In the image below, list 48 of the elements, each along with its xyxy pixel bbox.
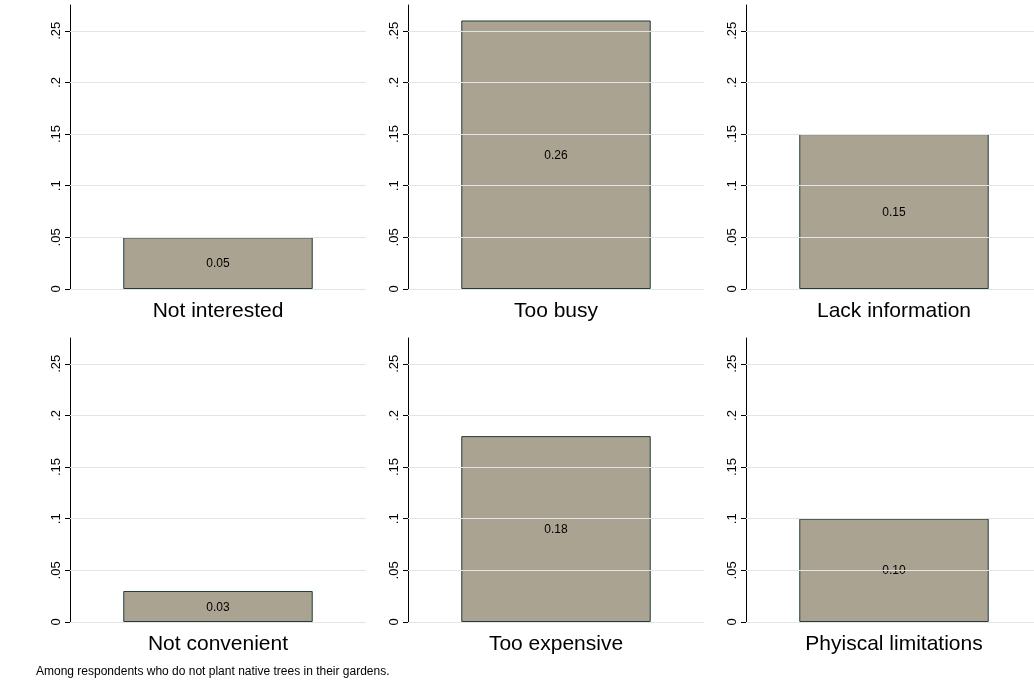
data-label: 0.26 (544, 147, 568, 162)
y-tick-label: 0 (386, 618, 401, 626)
y-tick-label: .15 (386, 458, 401, 477)
y-tick-label: .15 (48, 458, 63, 477)
y-tick-label: .1 (48, 180, 63, 192)
y-tick-label: .25 (48, 21, 63, 40)
y-tick-label: .2 (48, 410, 63, 421)
y-tick-label: .25 (386, 354, 401, 373)
y-tick-label: .1 (386, 513, 401, 525)
y-tick-label: .15 (724, 125, 739, 144)
y-tick-label: .05 (724, 561, 739, 580)
x-tick-label: Not interested (152, 298, 284, 321)
data-label: 0.15 (882, 204, 906, 219)
y-tick-label: .2 (724, 77, 739, 88)
y-tick-label: .25 (724, 354, 739, 373)
y-tick-label: .2 (386, 77, 401, 88)
x-tick-label: Lack information (816, 298, 972, 321)
y-tick-label: .05 (48, 228, 63, 247)
y-tick-label: .05 (386, 228, 401, 247)
x-tick-label: Too expensive (488, 631, 624, 654)
y-tick-label: .1 (724, 180, 739, 192)
y-tick-label: 0 (386, 285, 401, 293)
y-tick-label: .25 (386, 21, 401, 40)
data-label: 0.05 (206, 256, 230, 271)
y-tick-label: .05 (386, 561, 401, 580)
data-label: 0.18 (544, 522, 568, 537)
y-tick-label: .2 (724, 410, 739, 421)
data-label: 0.03 (206, 599, 230, 614)
y-tick-label: .15 (48, 125, 63, 144)
y-tick-label: 0 (48, 618, 63, 626)
y-tick-label: .05 (48, 561, 63, 580)
y-tick-label: .25 (48, 354, 63, 373)
y-tick-label: .15 (386, 125, 401, 144)
y-tick-label: 0 (48, 285, 63, 293)
y-tick-label: .25 (724, 21, 739, 40)
y-tick-label: .2 (386, 410, 401, 421)
text: Among respondents who do not plant native trees in their gardens. (36, 664, 390, 678)
y-tick-label: .1 (48, 513, 63, 525)
y-tick-label: 0 (724, 618, 739, 626)
y-tick-label: .15 (724, 458, 739, 477)
y-tick-label: .05 (724, 228, 739, 247)
x-tick-label: Phyiscal limitations (805, 631, 983, 654)
x-tick-label: Too busy (513, 298, 599, 321)
y-tick-label: .1 (386, 180, 401, 192)
y-tick-label: .2 (48, 77, 63, 88)
x-tick-label: Not convenient (147, 631, 289, 654)
y-tick-label: .1 (724, 513, 739, 525)
y-tick-label: 0 (724, 285, 739, 293)
